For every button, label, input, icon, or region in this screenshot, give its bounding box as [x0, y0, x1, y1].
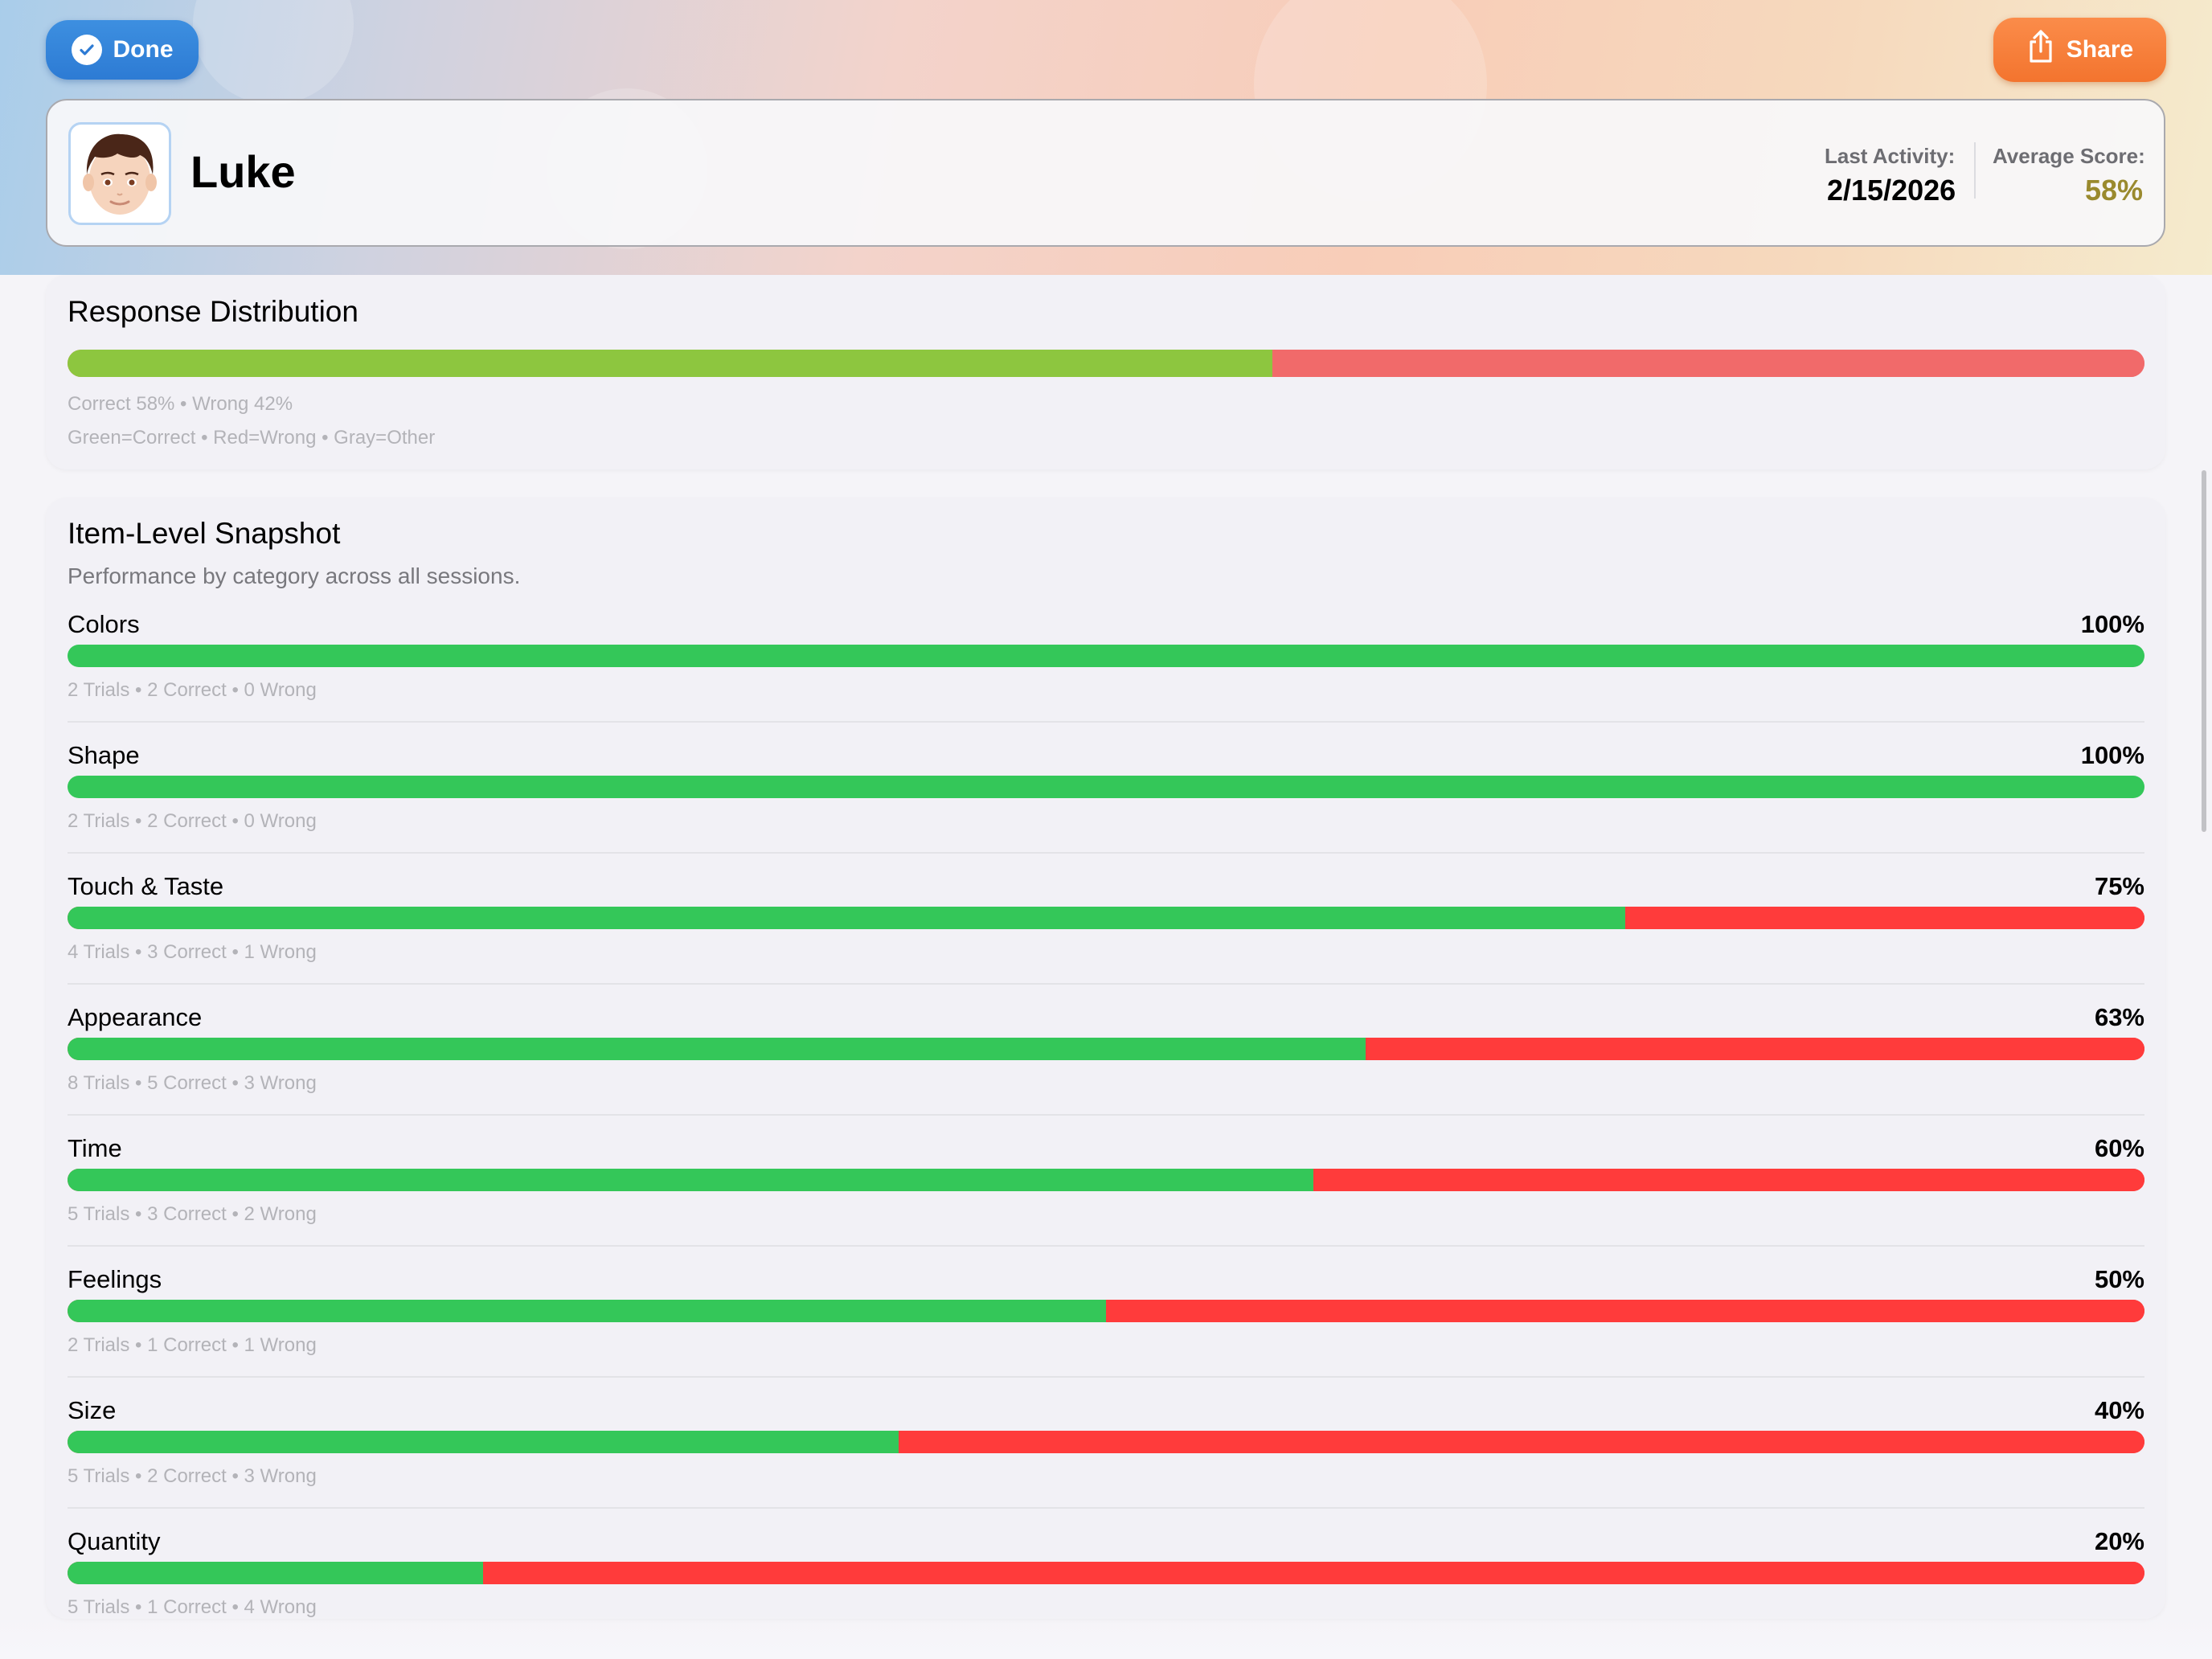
category-name: Touch & Taste: [68, 872, 224, 900]
row-divider: [68, 1114, 2144, 1116]
category-progress-bar: [68, 776, 2144, 798]
category-percent: 50%: [2094, 1265, 2144, 1293]
row-divider: [68, 852, 2144, 854]
category-stats: 5 Trials • 1 Correct • 4 Wrong: [68, 1596, 317, 1618]
response-distribution-title: Response Distribution: [68, 295, 358, 328]
share-icon: [2026, 29, 2055, 71]
response-distribution-legend: Green=Correct • Red=Wrong • Gray=Other: [68, 427, 436, 449]
category-progress-bar: [68, 1169, 2144, 1191]
decorative-bubble: [193, 0, 354, 104]
wrong-segment: [1625, 907, 2144, 929]
category-row: Shape 100% 2 Trials • 2 Correct • 0 Wrong: [46, 741, 2165, 872]
category-stats: 2 Trials • 1 Correct • 1 Wrong: [68, 1334, 317, 1356]
last-activity-label: Last Activity:: [1825, 144, 1956, 168]
category-stats: 2 Trials • 2 Correct • 0 Wrong: [68, 679, 317, 701]
average-score-value: 58%: [2084, 174, 2143, 207]
correct-segment: [68, 645, 2144, 667]
category-percent: 100%: [2080, 610, 2144, 638]
scrollbar[interactable]: [2202, 470, 2206, 832]
category-row: Time 60% 5 Trials • 3 Correct • 2 Wrong: [46, 1134, 2165, 1265]
category-name: Size: [68, 1396, 117, 1424]
category-progress-bar: [68, 1562, 2144, 1584]
category-stats: 4 Trials • 3 Correct • 1 Wrong: [68, 941, 317, 963]
category-name: Feelings: [68, 1265, 162, 1293]
checkmark-circle-icon: [71, 35, 102, 65]
category-row: Touch & Taste 75% 4 Trials • 3 Correct • 1…: [46, 872, 2165, 1003]
category-row: Size 40% 5 Trials • 2 Correct • 3 Wrong: [46, 1396, 2165, 1527]
category-progress-bar: [68, 645, 2144, 667]
response-distribution-bar: [68, 350, 2144, 377]
correct-segment: [68, 1169, 1314, 1191]
correct-segment: [68, 1038, 1366, 1060]
row-divider: [68, 721, 2144, 723]
category-row: Colors 100% 2 Trials • 2 Correct • 0 Wrong: [46, 610, 2165, 741]
wrong-segment: [482, 1562, 2144, 1584]
category-percent: 75%: [2094, 872, 2144, 900]
category-stats: 2 Trials • 2 Correct • 0 Wrong: [68, 810, 317, 832]
wrong-segment: [1313, 1169, 2144, 1191]
category-progress-bar: [68, 1431, 2144, 1453]
wrong-segment: [1272, 350, 2144, 377]
category-percent: 40%: [2094, 1396, 2144, 1424]
category-progress-bar: [68, 1300, 2144, 1322]
row-divider: [68, 1376, 2144, 1378]
correct-segment: [68, 1562, 483, 1584]
category-stats: 5 Trials • 2 Correct • 3 Wrong: [68, 1465, 317, 1487]
category-name: Quantity: [68, 1527, 161, 1555]
category-percent: 100%: [2080, 741, 2144, 769]
wrong-segment: [1106, 1300, 2144, 1322]
done-button[interactable]: Done: [46, 20, 199, 80]
category-percent: 20%: [2094, 1527, 2144, 1555]
row-divider: [68, 983, 2144, 985]
snapshot-subtitle: Performance by category across all sessi…: [68, 563, 521, 588]
category-progress-bar: [68, 907, 2144, 929]
snapshot-title: Item-Level Snapshot: [68, 517, 341, 550]
category-name: Time: [68, 1134, 122, 1162]
avatar: [68, 122, 171, 225]
done-label: Done: [113, 36, 174, 63]
row-divider: [68, 1245, 2144, 1247]
correct-segment: [68, 1300, 1106, 1322]
share-button[interactable]: Share: [1993, 18, 2166, 82]
response-distribution-card: Response Distribution Correct 58% • Wron…: [46, 275, 2165, 469]
item-level-snapshot-card: Item-Level Snapshot Performance by categ…: [46, 498, 2165, 1619]
category-stats: 8 Trials • 5 Correct • 3 Wrong: [68, 1072, 317, 1094]
wrong-segment: [898, 1431, 2144, 1453]
category-name: Appearance: [68, 1003, 203, 1031]
category-name: Shape: [68, 741, 140, 769]
wrong-segment: [1366, 1038, 2144, 1060]
category-percent: 60%: [2094, 1134, 2144, 1162]
row-divider: [68, 1507, 2144, 1509]
average-score-label: Average Score:: [1993, 144, 2145, 168]
student-name: Luke: [190, 146, 296, 197]
bottom-fade: [0, 1617, 2212, 1659]
correct-segment: [68, 1431, 899, 1453]
category-name: Colors: [68, 610, 140, 638]
category-percent: 63%: [2094, 1003, 2144, 1031]
last-activity-value: 2/15/2026: [1827, 174, 1956, 207]
category-row: Appearance 63% 8 Trials • 5 Correct • 3 Wr…: [46, 1003, 2165, 1134]
correct-segment: [68, 350, 1272, 377]
student-profile-card: Luke Last Activity: 2/15/2026 Average Sc…: [46, 99, 2165, 247]
category-row: Feelings 50% 2 Trials • 1 Correct • 1 Wron…: [46, 1265, 2165, 1396]
response-distribution-summary: Correct 58% • Wrong 42%: [68, 393, 293, 415]
share-label: Share: [2066, 36, 2134, 63]
category-progress-bar: [68, 1038, 2144, 1060]
category-row: Quantity 20% 5 Trials • 1 Correct • 4 Wron…: [46, 1527, 2165, 1658]
stat-divider: [1974, 142, 1976, 199]
correct-segment: [68, 776, 2144, 798]
category-stats: 5 Trials • 3 Correct • 2 Wrong: [68, 1203, 317, 1225]
correct-segment: [68, 907, 1625, 929]
